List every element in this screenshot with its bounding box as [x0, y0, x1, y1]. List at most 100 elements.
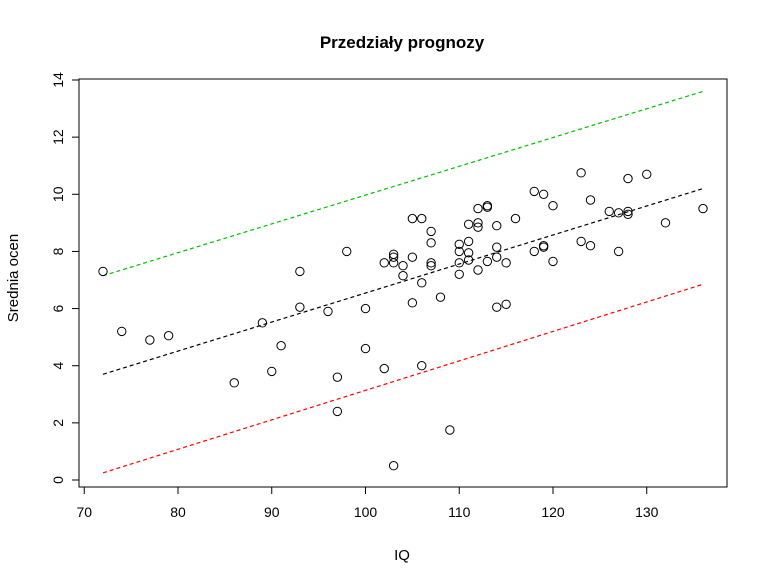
- data-point: [323, 306, 333, 317]
- data-point: [473, 265, 483, 275]
- data-point: [145, 335, 155, 345]
- x-tick-label: 80: [170, 504, 186, 520]
- y-tick-label: 6: [50, 304, 66, 312]
- x-axis-label: IQ: [394, 547, 410, 564]
- data-point: [623, 206, 633, 217]
- data-point: [492, 252, 502, 262]
- data-point: [604, 206, 614, 217]
- data-point: [454, 239, 464, 249]
- data-point: [548, 201, 558, 211]
- data-point: [398, 271, 408, 281]
- data-point: [473, 218, 483, 228]
- data-point: [538, 242, 549, 252]
- data-point: [463, 236, 474, 247]
- data-point: [379, 363, 389, 374]
- y-axis-label: Srednia ocen: [5, 234, 22, 322]
- plot-frame: [78, 78, 728, 488]
- data-point: [548, 256, 558, 267]
- data-point: [295, 302, 305, 312]
- data-point: [407, 252, 418, 262]
- data-point: [698, 203, 708, 214]
- data-point: [463, 255, 474, 265]
- data-point: [388, 258, 399, 268]
- chart-title: Przedziały prognozy: [320, 33, 485, 52]
- data-point: [492, 242, 502, 252]
- data-point: [492, 302, 502, 312]
- data-point: [492, 221, 502, 231]
- data-point: [454, 246, 464, 257]
- data-point: [660, 218, 671, 228]
- data-point: [473, 222, 483, 232]
- y-tick-label: 8: [50, 247, 66, 255]
- data-point: [576, 168, 586, 178]
- data-point: [163, 331, 174, 341]
- data-point: [388, 252, 399, 262]
- data-point: [426, 238, 436, 248]
- y-axis: 0 2 4 6 8 10 12 14: [50, 72, 80, 484]
- data-point: [426, 258, 436, 268]
- data-point: [426, 226, 436, 237]
- data-point: [585, 241, 596, 251]
- data-point: [342, 246, 352, 257]
- y-tick-label: 4: [50, 362, 66, 370]
- data-point: [463, 248, 474, 258]
- data-point: [276, 341, 286, 351]
- data-points: [98, 168, 708, 471]
- data-point: [623, 173, 633, 184]
- x-tick-label: 70: [76, 504, 92, 520]
- y-tick-label: 10: [50, 186, 66, 202]
- x-tick-label: 100: [354, 504, 378, 520]
- data-point: [585, 195, 596, 205]
- data-point: [417, 278, 427, 288]
- upper-bound-line: [102, 90, 704, 277]
- data-point: [229, 378, 239, 388]
- data-point: [407, 213, 418, 224]
- data-point: [295, 266, 305, 277]
- x-tick-label: 120: [541, 504, 565, 520]
- data-point: [417, 361, 427, 371]
- y-tick-label: 14: [50, 72, 66, 88]
- data-point: [482, 256, 493, 267]
- y-tick-label: 12: [50, 129, 66, 145]
- data-point: [398, 261, 408, 271]
- data-point: [454, 269, 464, 279]
- data-point: [538, 189, 549, 199]
- data-point: [613, 246, 624, 257]
- data-point: [98, 266, 108, 277]
- fit-line: [102, 187, 704, 375]
- data-point: [501, 258, 511, 268]
- data-point: [407, 298, 418, 308]
- data-point: [473, 203, 483, 214]
- interval-lines: [102, 90, 704, 474]
- x-tick-label: 110: [448, 504, 471, 520]
- data-point: [360, 303, 371, 314]
- data-point: [482, 202, 493, 212]
- data-point: [501, 299, 511, 309]
- data-point: [613, 208, 624, 218]
- data-point: [576, 236, 586, 247]
- data-point: [529, 186, 539, 197]
- y-tick-label: 0: [50, 476, 66, 484]
- data-point: [388, 461, 399, 471]
- data-point: [360, 343, 371, 354]
- data-point: [463, 219, 474, 229]
- data-point: [623, 209, 633, 219]
- y-tick-label: 2: [50, 419, 66, 427]
- data-point: [117, 326, 127, 337]
- x-tick-label: 90: [264, 504, 280, 520]
- data-point: [435, 292, 446, 302]
- data-point: [267, 366, 277, 377]
- data-point: [529, 246, 539, 257]
- data-point: [642, 169, 652, 179]
- data-point: [379, 258, 389, 268]
- lower-bound-line: [102, 283, 704, 474]
- data-point: [332, 406, 343, 417]
- data-point: [445, 425, 455, 435]
- x-axis: 70 80 90 100 110 120 130: [76, 486, 659, 520]
- x-tick-label: 130: [635, 504, 659, 520]
- data-point: [417, 213, 427, 224]
- data-point: [426, 261, 436, 271]
- data-point: [257, 318, 268, 328]
- data-point: [454, 258, 464, 268]
